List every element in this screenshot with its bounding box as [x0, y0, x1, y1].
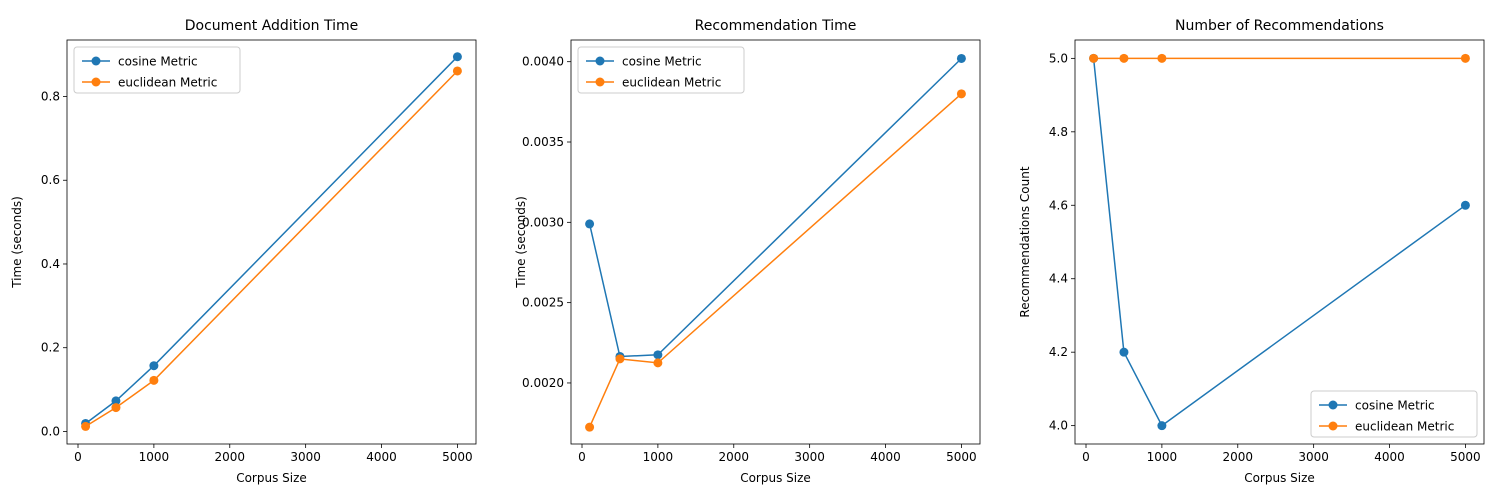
- series-line-cosine: [1092, 58, 1466, 427]
- y-tick-label: 4.0: [1049, 419, 1068, 433]
- plot-frame: [66, 39, 477, 445]
- series-line-euclidean: [588, 93, 962, 428]
- y-tick-label: 0.0025: [522, 296, 564, 310]
- legend-label: euclidean Metric: [1355, 420, 1454, 434]
- data-point: [1460, 53, 1470, 63]
- x-axis-label: Corpus Size: [740, 471, 811, 485]
- legend-label: euclidean Metric: [622, 76, 721, 90]
- y-tick-label: 0.0020: [522, 376, 564, 390]
- data-point: [653, 358, 663, 368]
- x-tick-label: 2000: [1222, 450, 1253, 464]
- x-tick-label: 3000: [290, 450, 321, 464]
- legend-label: euclidean Metric: [118, 76, 217, 90]
- x-tick-label: 0: [578, 450, 586, 464]
- x-tick-label: 5000: [442, 450, 473, 464]
- y-tick-label: 0.0040: [522, 55, 564, 69]
- data-point: [1089, 53, 1099, 63]
- legend-marker: [91, 77, 101, 87]
- data-point: [615, 354, 625, 364]
- legend-label: cosine Metric: [118, 55, 198, 69]
- data-point: [452, 52, 462, 62]
- legend-marker: [595, 77, 605, 87]
- legend-label: cosine Metric: [1355, 399, 1435, 413]
- data-point: [149, 361, 159, 371]
- x-tick-label: 5000: [1450, 450, 1481, 464]
- data-point: [1119, 347, 1129, 357]
- legend: cosine Metric euclidean Metric: [1310, 390, 1478, 438]
- data-point: [1460, 200, 1470, 210]
- legend-marker: [1328, 421, 1338, 431]
- y-axis-label: Recommendations Count: [1018, 166, 1032, 317]
- y-tick-label: 0.0030: [522, 215, 564, 229]
- x-tick-label: 0: [74, 450, 82, 464]
- x-tick-label: 4000: [1374, 450, 1405, 464]
- data-point: [1157, 421, 1167, 431]
- x-tick-label: 3000: [794, 450, 825, 464]
- data-point: [1157, 53, 1167, 63]
- y-axis-label: Time (seconds): [514, 196, 528, 289]
- chart-title: Recommendation Time: [695, 18, 857, 34]
- data-point: [956, 53, 966, 63]
- series-line-cosine: [588, 57, 962, 358]
- legend-box: [1310, 390, 1478, 438]
- x-tick-label: 4000: [870, 450, 901, 464]
- chart-panel-2: Recommendation Time 0 1000 2000 3000 4000 5000…: [514, 18, 981, 485]
- y-tick-label: 0.0: [41, 424, 60, 438]
- x-tick-label: 3000: [1298, 450, 1329, 464]
- chart-title: Document Addition Time: [185, 18, 359, 34]
- data-point: [149, 375, 159, 385]
- legend: cosine Metric euclidean Metric: [73, 46, 241, 94]
- y-tick-label: 0.4: [41, 257, 60, 271]
- legend-marker: [595, 56, 605, 66]
- data-point: [1119, 53, 1129, 63]
- y-tick-label: 4.4: [1049, 272, 1068, 286]
- y-tick-label: 0.6: [41, 173, 60, 187]
- legend-box: [577, 46, 745, 94]
- y-tick-label: 0.2: [41, 341, 60, 355]
- x-tick-label: 1000: [139, 450, 170, 464]
- plot-frame: [570, 39, 981, 445]
- y-tick-label: 4.2: [1049, 345, 1068, 359]
- series-line-euclidean: [85, 70, 458, 428]
- x-tick-label: 1000: [643, 450, 674, 464]
- data-point: [452, 66, 462, 76]
- plot-frame: [1074, 39, 1485, 445]
- data-point: [585, 422, 595, 432]
- legend: cosine Metric euclidean Metric: [577, 46, 745, 94]
- y-tick-label: 4.6: [1049, 198, 1068, 212]
- chart-title: Number of Recommendations: [1175, 18, 1384, 34]
- x-axis-label: Corpus Size: [236, 471, 307, 485]
- data-point: [81, 421, 91, 431]
- data-point: [653, 350, 663, 360]
- x-tick-label: 5000: [946, 450, 977, 464]
- y-tick-label: 5.0: [1049, 51, 1068, 65]
- legend-label: cosine Metric: [622, 55, 702, 69]
- legend-box: [73, 46, 241, 94]
- x-tick-label: 1000: [1147, 450, 1178, 464]
- chart-panel-3: Number of Recommendations 0 1000 2000 3000 40…: [1018, 18, 1485, 485]
- data-point: [111, 396, 121, 406]
- data-point: [111, 403, 121, 413]
- legend-marker: [1328, 400, 1338, 410]
- y-tick-label: 0.0035: [522, 135, 564, 149]
- legend-marker: [91, 56, 101, 66]
- x-tick-label: 0: [1082, 450, 1090, 464]
- y-tick-label: 0.8: [41, 90, 60, 104]
- y-axis-label: Time (seconds): [10, 196, 24, 289]
- x-tick-label: 4000: [366, 450, 397, 464]
- data-point: [585, 219, 595, 229]
- x-tick-label: 2000: [718, 450, 749, 464]
- data-point: [956, 89, 966, 99]
- series-line-cosine: [85, 56, 458, 425]
- chart-panel-1: Document Addition Time 0 1000 2000 3000 4000 5…: [10, 18, 477, 485]
- x-tick-label: 2000: [214, 450, 245, 464]
- x-axis-label: Corpus Size: [1244, 471, 1315, 485]
- y-tick-label: 4.8: [1049, 125, 1068, 139]
